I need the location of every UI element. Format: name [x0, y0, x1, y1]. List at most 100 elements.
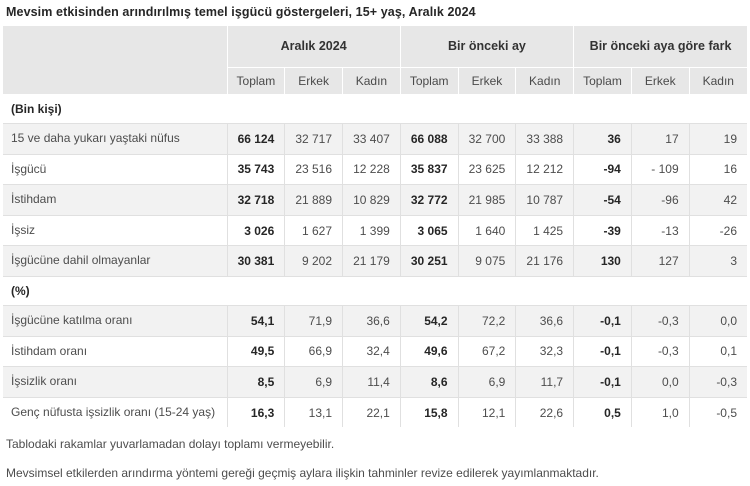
value-cell: 21 176: [515, 245, 575, 277]
value-cell: 32 700: [457, 123, 517, 155]
value-cell: 13,1: [284, 396, 344, 428]
value-cell: 22,6: [515, 396, 575, 428]
value-cell: 9 202: [284, 245, 344, 277]
value-cell: 36,6: [342, 304, 401, 337]
table-row: Genç nüfusta işsizlik oranı (15-24 yaş) 1…: [2, 396, 748, 428]
row-label: İşgücüne katılma oranı: [2, 304, 228, 337]
value-cell: 12,1: [457, 396, 517, 428]
value-cell: 8,5: [226, 366, 286, 398]
table-body: (Bin kişi) 15 ve daha yukarı yaştaki nüfu…: [2, 94, 748, 428]
value-cell: 1 425: [515, 214, 575, 247]
value-cell: 36: [573, 123, 632, 155]
value-cell: 30 381: [226, 245, 286, 277]
value-cell: 35 837: [399, 153, 459, 186]
value-cell: -13: [630, 214, 690, 247]
value-cell: 6,9: [457, 366, 517, 398]
value-cell: 6,9: [284, 366, 344, 398]
value-cell: 3 026: [226, 214, 286, 247]
value-cell: 33 388: [515, 123, 575, 155]
value-cell: 11,4: [342, 366, 401, 398]
column-subheader: Erkek: [630, 67, 690, 95]
value-cell: 66 124: [226, 123, 286, 155]
value-cell: 71,9: [284, 304, 344, 337]
table-header: Aralık 2024 Bir önceki ay Bir önceki aya…: [2, 25, 748, 95]
value-cell: 16,3: [226, 396, 286, 428]
value-cell: -0,1: [573, 335, 632, 368]
value-cell: 0,0: [630, 366, 690, 398]
value-cell: 54,1: [226, 304, 286, 337]
column-subheader: Toplam: [399, 67, 459, 95]
value-cell: 72,2: [457, 304, 517, 337]
value-cell: 66 088: [399, 123, 459, 155]
value-cell: 3 065: [399, 214, 459, 247]
footnote-revision: Mevsimsel etkilerden arındırma yöntemi g…: [6, 466, 599, 481]
value-cell: 1 640: [457, 214, 517, 247]
value-cell: -54: [573, 184, 632, 216]
footnote-rounding: Tablodaki rakamlar yuvarlamadan dolayı t…: [6, 437, 335, 452]
row-label: İşsiz: [2, 214, 228, 247]
row-label: İşgücüne dahil olmayanlar: [2, 245, 228, 277]
column-subheader: Toplam: [226, 67, 286, 95]
value-cell: 15,8: [399, 396, 459, 428]
value-cell: 22,1: [342, 396, 401, 428]
value-cell: 54,2: [399, 304, 459, 337]
value-cell: 16: [688, 153, 748, 186]
column-subheader: Kadın: [515, 67, 575, 95]
value-cell: 0,0: [688, 304, 748, 337]
column-subheader: Toplam: [573, 67, 632, 95]
value-cell: 42: [688, 184, 748, 216]
section-header-row: (%): [2, 275, 748, 306]
value-cell: -0,3: [630, 335, 690, 368]
column-group-previous-month: Bir önceki ay: [399, 25, 575, 68]
table-row: İşsizlik oranı 8,5 6,9 11,4 8,6 6,9 11,7 -0,1 0,…: [2, 366, 748, 398]
value-cell: -0,3: [630, 304, 690, 337]
value-cell: 49,6: [399, 335, 459, 368]
value-cell: 49,5: [226, 335, 286, 368]
table-row: İstihdam 32 718 21 889 10 829 32 772 21 985 10…: [2, 184, 748, 216]
value-cell: 3: [688, 245, 748, 277]
value-cell: 35 743: [226, 153, 286, 186]
table-row: 15 ve daha yukarı yaştaki nüfus 66 124 32 …: [2, 123, 748, 155]
value-cell: 23 516: [284, 153, 344, 186]
value-cell: -0,5: [688, 396, 748, 428]
value-cell: 32,4: [342, 335, 401, 368]
value-cell: 127: [630, 245, 690, 277]
corner-cell: [2, 25, 228, 95]
value-cell: 11,7: [515, 366, 575, 398]
value-cell: 30 251: [399, 245, 459, 277]
value-cell: 130: [573, 245, 632, 277]
column-subheader: Erkek: [457, 67, 517, 95]
column-subheader: Erkek: [284, 67, 344, 95]
value-cell: - 109: [630, 153, 690, 186]
page-title: Mevsim etkisinden arındırılmış temel işg…: [6, 5, 476, 19]
value-cell: -26: [688, 214, 748, 247]
value-cell: 36,6: [515, 304, 575, 337]
value-cell: 8,6: [399, 366, 459, 398]
table-row: İstihdam oranı 49,5 66,9 32,4 49,6 67,2 32,3 -0…: [2, 335, 748, 368]
value-cell: 32 717: [284, 123, 344, 155]
value-cell: -94: [573, 153, 632, 186]
value-cell: 12 212: [515, 153, 575, 186]
value-cell: 10 787: [515, 184, 575, 216]
value-cell: 21 179: [342, 245, 401, 277]
value-cell: 0,1: [688, 335, 748, 368]
value-cell: 12 228: [342, 153, 401, 186]
value-cell: 21 889: [284, 184, 344, 216]
value-cell: 32 772: [399, 184, 459, 216]
value-cell: -0,1: [573, 304, 632, 337]
value-cell: 66,9: [284, 335, 344, 368]
value-cell: 1 399: [342, 214, 401, 247]
value-cell: 10 829: [342, 184, 401, 216]
value-cell: 0,5: [573, 396, 632, 428]
section-label: (%): [2, 275, 748, 306]
row-label: Genç nüfusta işsizlik oranı (15-24 yaş): [2, 396, 228, 428]
value-cell: 1 627: [284, 214, 344, 247]
row-label: İşgücü: [2, 153, 228, 186]
value-cell: 1,0: [630, 396, 690, 428]
column-subheader-row: Toplam Erkek Kadın Toplam Erkek Kadın Toplam Er…: [3, 67, 748, 95]
row-label: İstihdam oranı: [2, 335, 228, 368]
value-cell: -0,3: [688, 366, 748, 398]
column-subheader: Kadın: [688, 67, 748, 95]
value-cell: -39: [573, 214, 632, 247]
